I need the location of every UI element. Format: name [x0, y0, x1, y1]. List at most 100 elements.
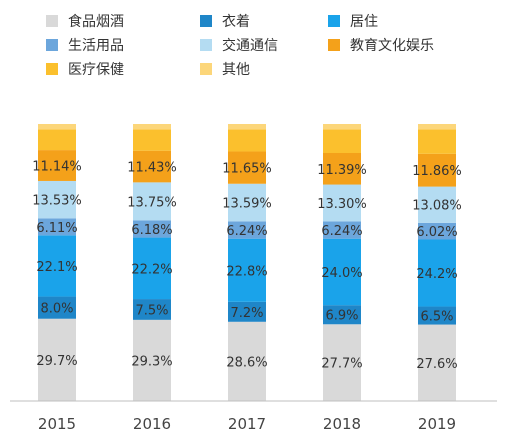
- bar-segment: [323, 129, 361, 154]
- legend-swatch: [328, 39, 340, 51]
- legend-swatch: [200, 39, 212, 51]
- legend-item: 衣着: [200, 14, 250, 30]
- legend-label: 教育文化娱乐: [350, 38, 434, 54]
- legend-item: 交通通信: [200, 37, 278, 54]
- legend-label: 居住: [350, 14, 378, 30]
- bar-segment: [323, 153, 361, 185]
- bar-segment: [418, 186, 456, 223]
- bar-segment: [133, 182, 171, 221]
- data-label: 6.18%: [131, 223, 172, 238]
- data-label: 7.2%: [230, 306, 263, 321]
- bar-segment: [228, 129, 266, 152]
- bar-segment: [133, 124, 171, 130]
- data-label: 13.30%: [317, 197, 367, 212]
- legend-item: 居住: [328, 14, 378, 30]
- bar-segment: [228, 321, 266, 401]
- legend-item: 生活用品: [46, 38, 124, 54]
- data-label: 8.0%: [40, 302, 73, 317]
- bar-segment: [133, 237, 171, 300]
- bar-segment: [133, 299, 171, 320]
- data-label: 22.8%: [226, 264, 267, 279]
- data-label: 6.24%: [226, 224, 267, 239]
- data-label: 11.14%: [32, 160, 82, 175]
- bar-segment: [228, 221, 266, 239]
- bar-segment: [418, 129, 456, 154]
- data-label: 27.6%: [416, 357, 457, 372]
- legend-item: 其他: [200, 62, 250, 78]
- data-label: 24.2%: [416, 267, 457, 282]
- bar-segment: [418, 153, 456, 187]
- bar-segment: [38, 296, 76, 319]
- legend-label: 生活用品: [68, 38, 124, 54]
- data-label: 6.02%: [416, 225, 457, 240]
- bar-segment: [418, 222, 456, 240]
- bar-segment: [38, 180, 76, 219]
- legend-swatch: [46, 15, 58, 27]
- legend-label: 食品烟酒: [68, 13, 124, 30]
- data-label: 11.43%: [127, 161, 177, 176]
- bar-segment: [228, 151, 266, 184]
- legend-swatch: [200, 63, 212, 75]
- x-tick-label: 2018: [323, 415, 361, 433]
- bar-segment: [133, 220, 171, 238]
- data-label: 11.39%: [317, 163, 367, 178]
- data-label: 6.9%: [325, 309, 358, 324]
- legend-item: 食品烟酒: [46, 13, 124, 30]
- legend-swatch: [46, 63, 58, 75]
- legend-item: 教育文化娱乐: [328, 38, 434, 54]
- x-tick-label: 2016: [133, 415, 171, 433]
- legend-item: 医疗保健: [46, 62, 124, 78]
- bar-segment: [228, 183, 266, 222]
- bar-segment: [38, 124, 76, 130]
- x-tick-label: 2019: [418, 415, 456, 433]
- bar-segment: [38, 318, 76, 401]
- data-label: 11.65%: [222, 162, 272, 177]
- legend-label: 其他: [222, 62, 250, 78]
- legend-swatch: [328, 15, 340, 27]
- bar-segment: [323, 238, 361, 306]
- bar-segment: [418, 324, 456, 401]
- bar-segment: [133, 129, 171, 151]
- data-label: 13.59%: [222, 197, 272, 212]
- bar-segment: [323, 324, 361, 401]
- legend-swatch: [200, 15, 212, 27]
- legend-swatch: [46, 39, 58, 51]
- x-tick-label: 2017: [228, 415, 266, 433]
- bar-segment: [228, 238, 266, 302]
- bar-segment: [38, 129, 76, 151]
- data-label: 13.08%: [412, 199, 462, 214]
- data-label: 6.24%: [321, 224, 362, 239]
- data-label: 22.1%: [36, 260, 77, 275]
- bar-segment: [418, 124, 456, 130]
- data-label: 7.5%: [135, 303, 168, 318]
- bar-segment: [418, 306, 456, 325]
- data-label: 24.0%: [321, 266, 362, 281]
- legend-label: 医疗保健: [68, 62, 124, 78]
- data-label: 28.6%: [226, 355, 267, 370]
- bar-segment: [323, 221, 361, 239]
- data-label: 11.86%: [412, 164, 462, 179]
- data-label: 6.11%: [36, 221, 77, 236]
- bar-segment: [133, 150, 171, 183]
- data-label: 27.7%: [321, 357, 362, 372]
- bar-segment: [133, 319, 171, 401]
- legend-label: 衣着: [222, 14, 250, 30]
- bar-segment: [323, 305, 361, 325]
- data-label: 22.2%: [131, 262, 172, 277]
- bar-segment: [38, 235, 76, 297]
- bar-segment: [38, 150, 76, 181]
- x-tick-label: 2015: [38, 415, 76, 433]
- bar-segment: [228, 124, 266, 130]
- bar-segment: [323, 184, 361, 222]
- legend-label: 交通通信: [222, 37, 278, 54]
- bar-segment: [228, 301, 266, 322]
- bar-segment: [323, 124, 361, 130]
- data-label: 6.5%: [420, 310, 453, 325]
- bar-segment: [418, 239, 456, 307]
- data-label: 13.53%: [32, 194, 82, 209]
- data-label: 29.3%: [131, 354, 172, 369]
- data-label: 29.7%: [36, 354, 77, 369]
- bar-segment: [38, 218, 76, 236]
